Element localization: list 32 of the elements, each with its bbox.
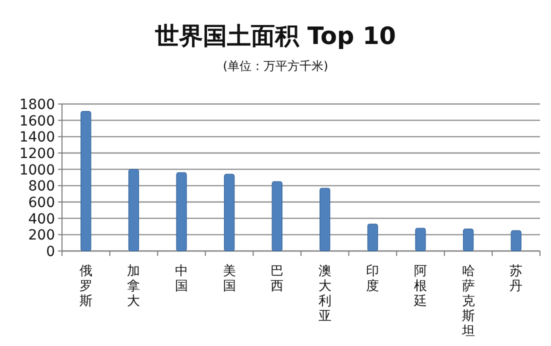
- y-tick-label: 600: [28, 195, 55, 211]
- bar: [510, 230, 522, 252]
- y-tick-label: 1400: [19, 130, 55, 146]
- y-tick-label: 1800: [19, 97, 55, 113]
- bar: [128, 169, 139, 252]
- bar: [463, 228, 474, 252]
- bar: [415, 228, 426, 252]
- y-tick-label: 800: [28, 178, 55, 195]
- y-tick-label: 1000: [19, 162, 55, 178]
- bar: [80, 111, 92, 252]
- x-tick-label: 巴西: [270, 264, 284, 294]
- x-tick-label: 阿根廷: [413, 264, 427, 309]
- bar: [176, 172, 187, 252]
- y-tick-label: 1600: [19, 113, 55, 130]
- x-tick-label: 哈萨克斯坦: [460, 264, 475, 339]
- x-tick-label: 中国: [175, 264, 188, 294]
- y-tick-label: 0: [46, 244, 55, 260]
- x-tick-label: 澳大利亚: [318, 264, 332, 324]
- y-tick-label: 200: [28, 228, 55, 244]
- chart-subtitle: (单位：万平方千米): [222, 59, 328, 73]
- bar: [367, 224, 378, 252]
- x-tick-label: 美国: [222, 263, 236, 294]
- x-tick-label: 印度: [366, 264, 380, 294]
- bar: [272, 181, 282, 252]
- bar: [320, 188, 330, 252]
- y-tick-label: 1200: [19, 146, 55, 162]
- x-tick-label: 苏丹: [510, 264, 523, 294]
- x-tick-label: 加拿大: [127, 264, 140, 309]
- chart-title: 世界国土面积 Top 10: [154, 22, 396, 50]
- y-tick-label: 400: [28, 211, 55, 228]
- bar: [224, 174, 235, 252]
- x-tick-label: 俄罗斯: [79, 264, 92, 309]
